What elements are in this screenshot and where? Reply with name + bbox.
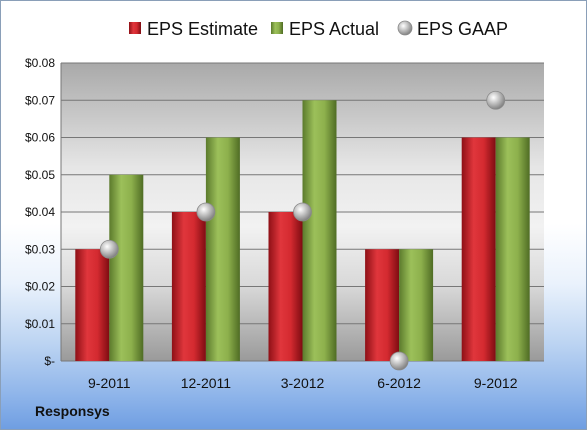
legend-label: EPS Estimate [147, 19, 258, 39]
x-tick-label: 12-2011 [181, 375, 232, 391]
eps-estimate-bar [365, 249, 400, 361]
y-axis: $- $0.01 $0.02 $0.03 $0.04 $0.05 $0.06 $0.07 $0.… [25, 56, 55, 368]
company-label: Responsys [35, 403, 110, 419]
y-tick-label: $0.08 [25, 56, 55, 70]
legend: EPS Estimate EPS Actual EPS GAAP [129, 19, 508, 39]
legend-swatch-eps-estimate [129, 22, 141, 34]
eps-gaap-marker [486, 90, 506, 110]
x-tick-label: 6-2012 [377, 375, 421, 391]
eps-actual-bar [302, 100, 337, 361]
eps-actual-bar [205, 137, 240, 361]
eps-estimate-bar [268, 212, 303, 361]
eps-actual-bar [109, 174, 144, 361]
y-tick-label: $0.04 [25, 205, 55, 219]
eps-estimate-bar [461, 137, 496, 361]
x-tick-label: 9-2011 [88, 375, 131, 391]
x-tick-label: 9-2012 [474, 375, 518, 391]
y-tick-label: $0.03 [25, 242, 55, 256]
eps-actual-bar [399, 249, 434, 361]
y-tick-label: $- [44, 354, 55, 368]
eps-gaap-marker [99, 239, 119, 259]
bars [75, 100, 530, 361]
x-axis: 9-2011 12-2011 3-2012 6-2012 9-2012 [88, 375, 518, 391]
x-tick-label: 3-2012 [281, 375, 325, 391]
eps-estimate-bar [75, 249, 110, 361]
eps-actual-bar [495, 137, 530, 361]
legend-label: EPS GAAP [417, 19, 508, 39]
legend-swatch-eps-gaap [397, 20, 413, 36]
legend-swatch-eps-actual [271, 22, 283, 34]
eps-gaap-marker [293, 202, 312, 222]
y-tick-label: $0.05 [25, 168, 55, 182]
eps-gaap-marker [196, 202, 216, 222]
y-tick-label: $0.07 [25, 93, 55, 107]
gaap-markers [99, 90, 506, 371]
eps-gaap-marker [389, 351, 409, 371]
eps-estimate-bar [171, 212, 206, 361]
y-tick-label: $0.01 [25, 317, 55, 331]
legend-label: EPS Actual [289, 19, 379, 39]
y-tick-label: $0.02 [25, 280, 55, 294]
y-tick-label: $0.06 [25, 131, 55, 145]
